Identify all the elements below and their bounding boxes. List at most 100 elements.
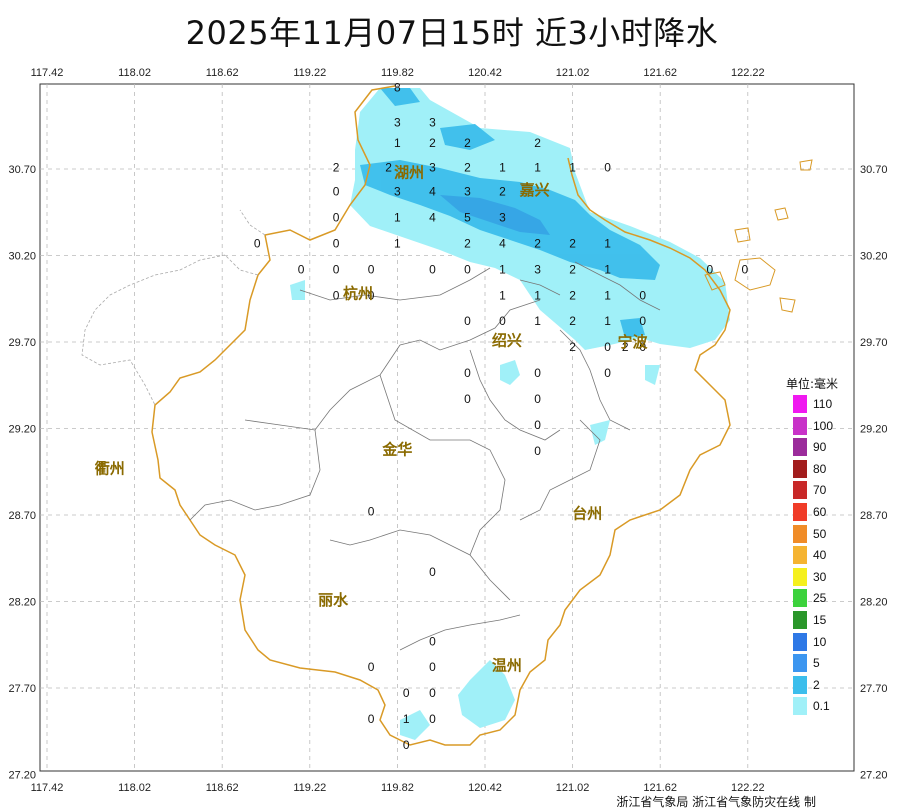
map-title: 2025年11月07日15时 近3小时降水 [185, 14, 719, 52]
lat-tick-label: 29.20 [860, 424, 888, 436]
precip-area-heavy [440, 195, 550, 235]
lat-tick-label: 28.20 [8, 597, 36, 609]
station-value: 3 [429, 115, 436, 129]
station-value: 8 [394, 81, 401, 95]
station-value: 1 [394, 236, 401, 250]
station-value: 0 [429, 660, 436, 674]
lat-tick-label: 30.70 [860, 164, 888, 176]
legend-label: 80 [813, 461, 827, 476]
legend-item: 2 [793, 674, 863, 695]
city-label: 杭州 [343, 285, 373, 303]
legend-item: 70 [793, 479, 863, 500]
lon-tick-label: 117.42 [31, 782, 64, 794]
station-value: 0 [429, 565, 436, 579]
city-label: 绍兴 [492, 331, 522, 349]
legend-label: 110 [813, 397, 833, 411]
station-value: 1 [499, 160, 506, 174]
station-value: 0 [333, 184, 340, 198]
legend-item: 5 [793, 652, 863, 673]
lon-tick-label: 119.22 [293, 782, 326, 794]
legend-label: 50 [813, 526, 827, 541]
station-value: 0 [499, 314, 506, 328]
lon-tick-label: 121.02 [556, 67, 590, 79]
station-value: 0 [464, 392, 471, 406]
lat-tick-label: 30.20 [8, 251, 36, 263]
legend-item: 25 [793, 587, 863, 608]
station-value: 2 [569, 340, 576, 354]
city-label: 衢州 [95, 459, 125, 477]
legend-swatch [793, 632, 807, 651]
station-value: 2 [534, 136, 541, 150]
lat-tick-label: 28.70 [8, 510, 36, 522]
station-value: 0 [254, 236, 261, 250]
lon-tick-label: 119.22 [293, 67, 326, 79]
lon-ticks-bottom: 117.42 118.02 118.62 119.22 119.82 120.42 121.… [31, 782, 765, 794]
station-value: 0 [368, 288, 375, 302]
legend-item: 90 [793, 436, 863, 457]
legend-swatch [793, 611, 807, 629]
station-value: 0 [706, 262, 713, 276]
legend-label: 100 [813, 418, 834, 433]
lon-tick-label: 118.02 [118, 67, 151, 79]
lon-tick-label: 122.22 [731, 67, 765, 79]
legend-item: 30 [793, 566, 863, 587]
station-value: 2 [534, 236, 541, 250]
lat-tick-label: 29.70 [860, 337, 888, 349]
legend-swatch [793, 697, 807, 716]
legend-item: 100 [793, 415, 863, 436]
station-value: 0 [604, 366, 611, 380]
legend-label: 30 [813, 569, 827, 584]
station-value: 4 [429, 184, 436, 198]
credit-line: 浙江省气象局 浙江省气象防灾在线 制 [616, 795, 816, 809]
station-value: 0 [534, 444, 541, 458]
station-value: 0 [639, 340, 646, 354]
lat-tick-label: 29.20 [8, 424, 36, 436]
lat-tick-label: 27.20 [8, 770, 36, 782]
station-value: 3 [464, 184, 471, 198]
neighbor-boundaries [81, 209, 266, 406]
station-value: 2 [333, 160, 340, 174]
station-value: 0 [429, 686, 436, 700]
station-value: 0 [298, 262, 305, 276]
lon-tick-label: 121.62 [643, 782, 677, 794]
lon-ticks-top: 117.42 118.02 118.62 119.22 119.82 120.42 121.… [31, 67, 765, 79]
station-value: 0 [333, 210, 340, 224]
legend-swatch [793, 395, 807, 413]
lat-tick-label: 27.20 [860, 770, 888, 782]
station-value: 0 [604, 340, 611, 354]
station-value: 0 [403, 686, 410, 700]
lon-tick-label: 119.82 [381, 782, 414, 794]
province-border [151, 85, 731, 746]
station-value: 0 [604, 160, 611, 174]
station-value: 0 [403, 738, 410, 752]
city-label: 嘉兴 [519, 181, 550, 199]
legend-swatch [793, 459, 807, 478]
legend-label: 60 [813, 505, 827, 519]
lon-tick-label: 119.82 [381, 67, 414, 79]
legend-label: 10 [813, 634, 827, 649]
lat-tick-label: 27.70 [8, 683, 36, 695]
station-value: 1 [604, 262, 611, 276]
station-value: 0 [368, 712, 375, 726]
city-label: 丽水 [318, 591, 349, 609]
station-value: 0 [464, 314, 471, 328]
station-value: 4 [429, 210, 436, 224]
lon-tick-label: 121.62 [643, 67, 677, 79]
legend-item: 60 [793, 501, 863, 522]
legend-item: 0.1 [793, 695, 863, 716]
legend-swatch [793, 524, 807, 543]
station-value: 0 [333, 288, 340, 302]
legend-swatch [793, 438, 807, 457]
station-value: 3 [499, 210, 506, 224]
lon-tick-label: 118.62 [206, 782, 239, 794]
city-boundaries [189, 261, 661, 651]
station-value: 0 [429, 634, 436, 648]
lon-tick-label: 118.62 [206, 67, 239, 79]
legend-label: 90 [813, 440, 827, 455]
legend-label: 2 [813, 677, 820, 692]
legend-label: 15 [813, 613, 827, 627]
station-value: 0 [639, 288, 646, 302]
city-label: 湖州 [394, 163, 424, 181]
